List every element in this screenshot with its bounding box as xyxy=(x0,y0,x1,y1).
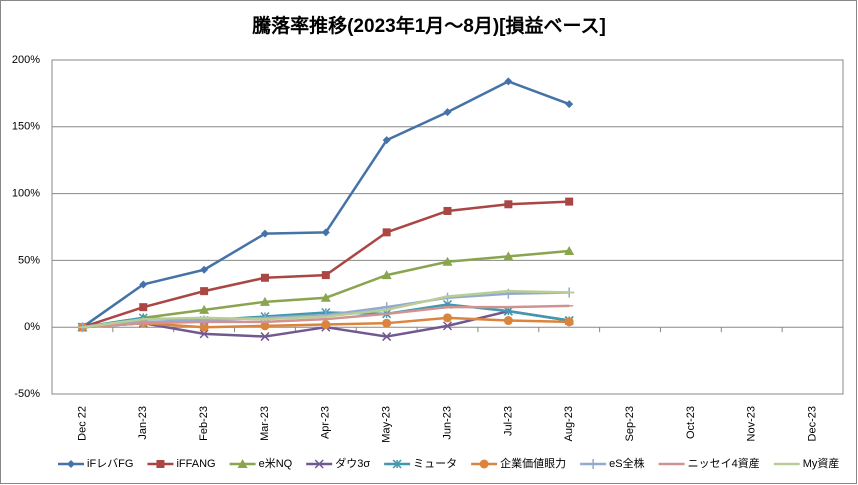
x-tick-label: Sep-23 xyxy=(624,406,636,441)
marker xyxy=(504,77,513,86)
marker xyxy=(321,271,330,280)
marker xyxy=(392,459,402,469)
marker xyxy=(443,206,452,215)
legend-label: My資産 xyxy=(803,457,840,470)
marker xyxy=(199,322,209,332)
x-tick-label: Dec-23 xyxy=(806,406,818,441)
marker xyxy=(200,287,209,296)
x-tick-label: Aug-23 xyxy=(563,406,575,441)
marker xyxy=(382,318,392,328)
marker xyxy=(260,321,270,331)
legend-item: eS全株 xyxy=(580,456,645,470)
x-tick-label: Feb-23 xyxy=(198,406,210,441)
x-tick-label: Jan-23 xyxy=(137,406,149,440)
marker xyxy=(237,459,248,468)
legend-item: e米NQ xyxy=(229,457,293,470)
marker xyxy=(565,100,574,109)
marker xyxy=(321,228,330,237)
y-tick-label: 0% xyxy=(24,321,40,333)
legend-label: ニッセイ4資産 xyxy=(688,457,760,470)
marker xyxy=(503,251,514,261)
marker xyxy=(443,313,452,323)
marker xyxy=(139,303,148,312)
x-tick-label: May-23 xyxy=(381,406,393,443)
x-tick-label: Apr-23 xyxy=(320,406,332,439)
legend-label: eS全株 xyxy=(609,456,644,470)
legend-item: ダウ3σ xyxy=(306,456,370,470)
legend-item: iFレバFG xyxy=(58,457,133,470)
marker xyxy=(260,273,269,282)
chart-title: 騰落率推移(2023年1月～8月)[損益ベース] xyxy=(251,14,606,37)
marker xyxy=(382,228,391,237)
legend-label: 企業価値眼力 xyxy=(500,456,566,470)
marker xyxy=(382,332,392,342)
marker xyxy=(67,460,75,468)
marker xyxy=(504,200,513,209)
y-tick-label: 50% xyxy=(18,254,40,266)
legend-label: ミュータ xyxy=(413,457,457,470)
marker xyxy=(260,229,269,238)
marker xyxy=(479,459,489,469)
marker xyxy=(259,296,270,306)
x-tick-label: Mar-23 xyxy=(259,406,271,441)
marker xyxy=(314,459,324,469)
legend-label: iFFANG xyxy=(176,458,215,470)
marker xyxy=(564,246,575,256)
marker xyxy=(199,304,210,314)
legend-label: e米NQ xyxy=(259,457,293,470)
marker xyxy=(381,270,392,280)
marker xyxy=(503,316,513,326)
marker xyxy=(442,256,453,266)
marker xyxy=(382,136,391,145)
legend-item: 企業価値眼力 xyxy=(471,456,566,470)
marker xyxy=(260,332,270,342)
x-tick-label: Nov-23 xyxy=(746,406,758,441)
y-tick-label: 200% xyxy=(12,54,40,66)
marker xyxy=(320,292,331,302)
x-tick-label: Dec 22 xyxy=(76,406,88,441)
legend-item: ニッセイ4資産 xyxy=(658,457,760,470)
legend-label: ダウ3σ xyxy=(335,456,370,470)
y-tick-label: 150% xyxy=(12,121,40,133)
x-tick-label: Jul-23 xyxy=(502,406,514,436)
marker xyxy=(503,306,513,316)
marker xyxy=(564,317,574,327)
x-tick-label: Oct-23 xyxy=(685,406,697,439)
marker xyxy=(588,459,599,469)
legend-item: iFFANG xyxy=(147,458,216,470)
marker xyxy=(139,280,148,289)
marker xyxy=(443,108,452,117)
marker xyxy=(199,329,209,339)
x-tick-label: Jun-23 xyxy=(441,406,453,440)
marker xyxy=(200,265,209,274)
legend-item: ミュータ xyxy=(384,457,457,470)
marker xyxy=(565,197,574,206)
marker xyxy=(442,321,453,331)
y-tick-label: -50% xyxy=(14,388,40,400)
y-tick-label: 100% xyxy=(12,188,40,200)
marker xyxy=(321,320,331,330)
legend-item: My資産 xyxy=(773,457,840,470)
legend-label: iFレバFG xyxy=(87,457,133,470)
marker xyxy=(156,460,165,468)
